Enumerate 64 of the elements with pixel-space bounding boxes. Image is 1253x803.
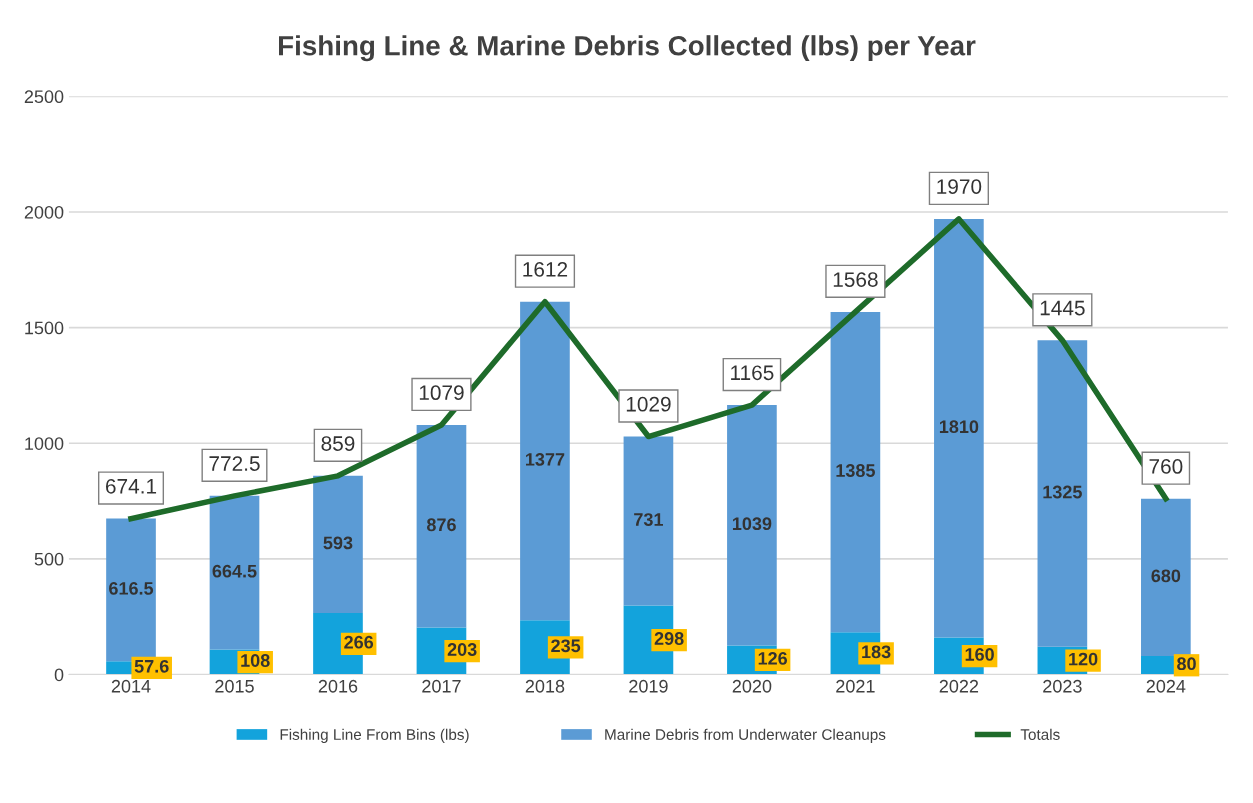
bar bbox=[830, 311, 881, 633]
x-tick-label: 2017 bbox=[422, 679, 461, 693]
data-label: 266 bbox=[344, 635, 374, 649]
data-label: 859 bbox=[321, 436, 355, 451]
x-tick-label: 2018 bbox=[525, 679, 565, 693]
data-label: 1039 bbox=[732, 517, 772, 531]
data-label: 235 bbox=[551, 639, 581, 653]
bar bbox=[1141, 498, 1191, 657]
x-tick-label: 2014 bbox=[111, 679, 151, 693]
bar bbox=[934, 218, 984, 638]
bar bbox=[416, 424, 467, 628]
legend-label: Marine Debris from Underwater Cleanups bbox=[605, 728, 886, 743]
y-tick-label: 2000 bbox=[24, 205, 64, 219]
data-label: 160 bbox=[965, 648, 994, 661]
data-label: 731 bbox=[634, 513, 663, 526]
data-label: 1568 bbox=[833, 272, 878, 287]
x-tick-label: 2022 bbox=[939, 679, 979, 693]
y-tick-label: 1000 bbox=[25, 437, 64, 450]
bar bbox=[313, 475, 363, 613]
data-label: 57.6 bbox=[134, 659, 169, 673]
data-label: 760 bbox=[1149, 459, 1183, 474]
bar bbox=[520, 301, 570, 621]
data-label: 108 bbox=[241, 654, 270, 667]
chart-title: Fishing Line & Marine Debris Collected (lbs) per Year bbox=[279, 35, 976, 62]
data-label: 876 bbox=[426, 518, 456, 532]
data-label: 298 bbox=[654, 632, 684, 645]
data-label: 203 bbox=[447, 643, 477, 656]
data-label: 1445 bbox=[1040, 300, 1085, 316]
bar bbox=[623, 436, 674, 606]
legend-label: Fishing Line From Bins (lbs) bbox=[280, 728, 469, 743]
data-label: 616.5 bbox=[109, 581, 154, 595]
x-tick-label: 2019 bbox=[629, 679, 668, 693]
data-label: 674.1 bbox=[106, 478, 157, 494]
x-tick-label: 2021 bbox=[836, 679, 875, 693]
x-tick-label: 2023 bbox=[1043, 679, 1082, 693]
x-tick-label: 2015 bbox=[215, 679, 254, 693]
data-label: 593 bbox=[323, 536, 353, 550]
data-label: 1970 bbox=[937, 179, 982, 194]
data-label: 664.5 bbox=[212, 564, 257, 578]
y-tick-label: 2500 bbox=[24, 90, 64, 104]
data-label: 80 bbox=[1177, 657, 1196, 671]
data-label: 1612 bbox=[523, 262, 568, 277]
data-label: 120 bbox=[1069, 652, 1098, 666]
data-label: 1377 bbox=[526, 453, 565, 466]
x-tick-label: 2020 bbox=[732, 679, 772, 693]
legend-label: Totals bbox=[1020, 728, 1060, 740]
data-label: 1079 bbox=[419, 385, 464, 401]
y-tick-label: 1500 bbox=[25, 321, 64, 335]
data-label: 1325 bbox=[1043, 485, 1082, 499]
data-label: 680 bbox=[1151, 569, 1181, 583]
data-label: 126 bbox=[758, 652, 788, 665]
data-label: 183 bbox=[862, 645, 891, 659]
data-label: 772.5 bbox=[209, 456, 260, 471]
data-label: 1385 bbox=[836, 464, 875, 477]
bar bbox=[727, 405, 777, 646]
bar bbox=[209, 495, 260, 650]
bar bbox=[1037, 340, 1088, 647]
x-tick-label: 2024 bbox=[1146, 679, 1186, 693]
data-label: 1165 bbox=[731, 365, 774, 381]
data-label: 1029 bbox=[626, 396, 671, 412]
data-label: 1810 bbox=[939, 420, 979, 434]
y-tick-label: 0 bbox=[54, 668, 64, 682]
y-tick-label: 500 bbox=[34, 552, 64, 566]
x-tick-label: 2016 bbox=[318, 679, 358, 693]
